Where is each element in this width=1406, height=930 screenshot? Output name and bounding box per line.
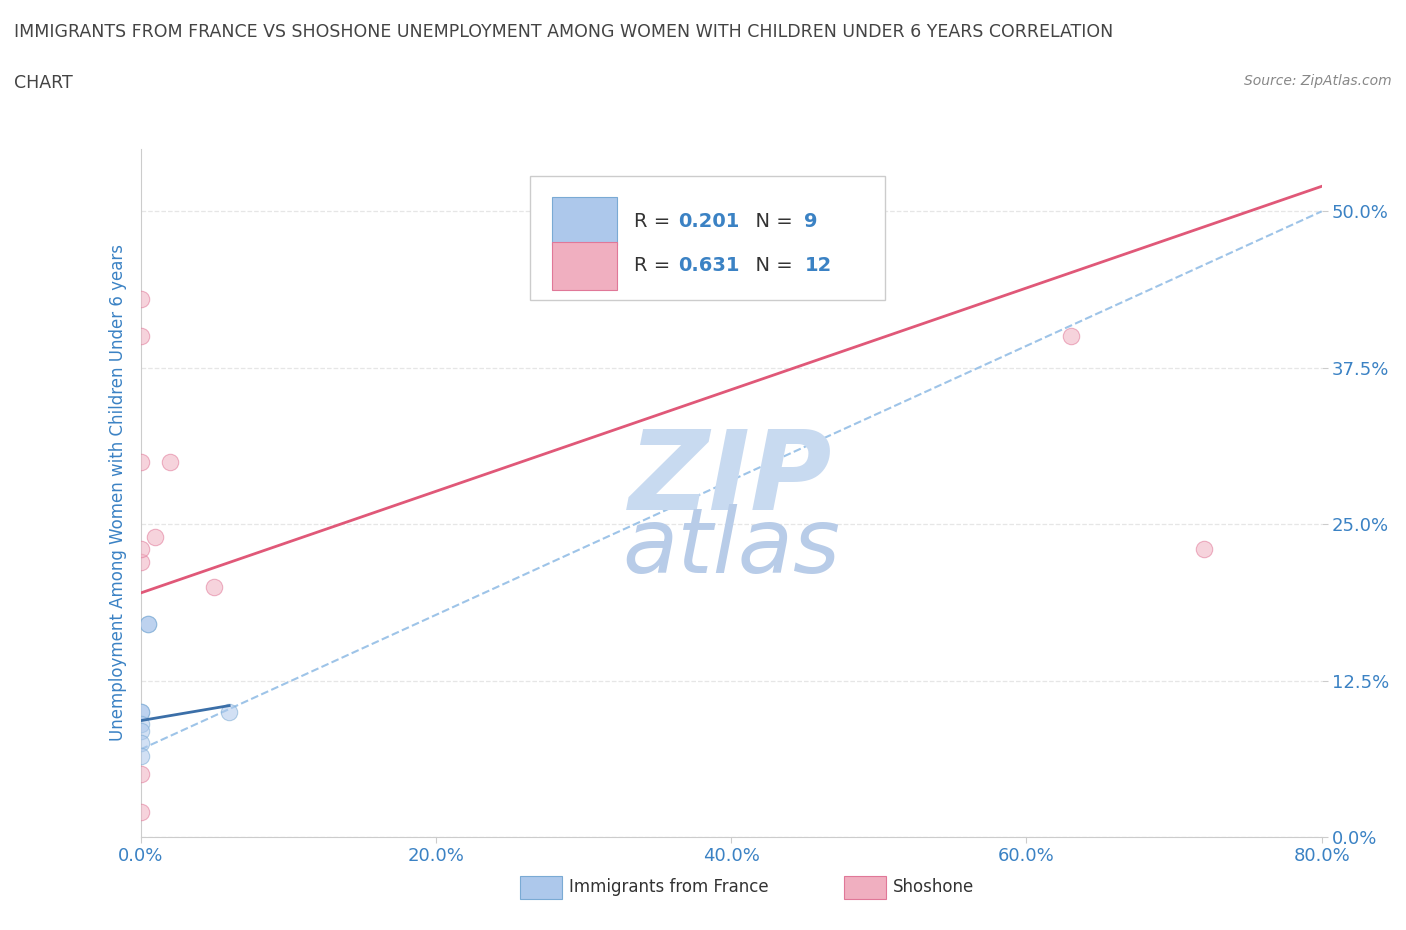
Text: 0.201: 0.201 [678, 211, 740, 231]
Point [218, 704, 240, 719]
Point [202, 579, 225, 594]
Point [145, 529, 166, 544]
Text: Immigrants from France: Immigrants from France [569, 878, 769, 897]
Point [129, 291, 152, 306]
Point [129, 724, 152, 738]
Point [129, 554, 152, 569]
FancyBboxPatch shape [530, 177, 884, 300]
Point [129, 454, 152, 469]
Point [1060, 329, 1083, 344]
Point [129, 717, 152, 732]
Point [129, 804, 152, 819]
Text: CHART: CHART [14, 74, 73, 92]
Point [129, 542, 152, 557]
Point [1192, 542, 1215, 557]
Y-axis label: Unemployment Among Women with Children Under 6 years: Unemployment Among Women with Children U… [108, 245, 127, 741]
Point [159, 454, 181, 469]
Point [136, 617, 159, 631]
Text: Shoshone: Shoshone [893, 878, 974, 897]
Point [129, 736, 152, 751]
Text: 9: 9 [804, 211, 818, 231]
Point [129, 704, 152, 719]
Text: atlas: atlas [621, 504, 841, 592]
Point [129, 329, 152, 344]
Point [136, 617, 159, 631]
Text: R =: R = [634, 211, 676, 231]
FancyBboxPatch shape [551, 197, 617, 246]
Point [129, 749, 152, 764]
FancyBboxPatch shape [551, 242, 617, 290]
Text: N =: N = [742, 211, 799, 231]
Text: R =: R = [634, 257, 676, 275]
Point [129, 704, 152, 719]
Text: Source: ZipAtlas.com: Source: ZipAtlas.com [1244, 74, 1392, 88]
Text: 0.631: 0.631 [678, 257, 740, 275]
Point [129, 767, 152, 782]
Text: ZIP: ZIP [630, 426, 832, 533]
Text: 12: 12 [804, 257, 831, 275]
Text: N =: N = [742, 257, 799, 275]
Text: IMMIGRANTS FROM FRANCE VS SHOSHONE UNEMPLOYMENT AMONG WOMEN WITH CHILDREN UNDER : IMMIGRANTS FROM FRANCE VS SHOSHONE UNEMP… [14, 23, 1114, 41]
